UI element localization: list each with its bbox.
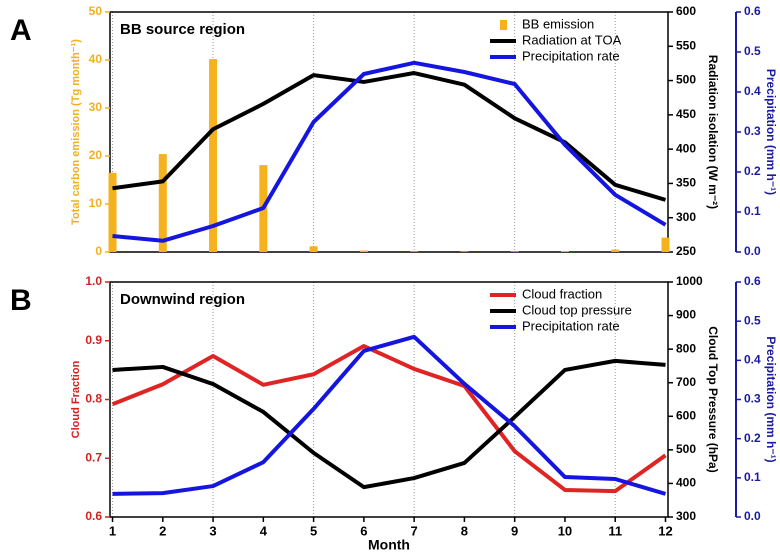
y-tick-label: 0.9 <box>85 333 102 347</box>
bar <box>611 249 620 252</box>
legend-label: Precipitation rate <box>522 48 620 63</box>
x-tick-label: 7 <box>411 523 418 538</box>
y2-tick-label: 500 <box>676 73 696 87</box>
line <box>112 358 666 490</box>
y-tick-label: 20 <box>89 148 103 162</box>
line <box>112 60 667 243</box>
plot-frame <box>109 11 669 253</box>
y2-tick-label: 350 <box>676 176 696 190</box>
y3-tick-label: 0.1 <box>744 470 761 484</box>
y3-tick-label: 0.1 <box>744 204 761 218</box>
line <box>112 334 667 496</box>
legend-label: Precipitation rate <box>522 318 620 333</box>
y-axis-title: Total carbon emission (Tg month⁻¹) <box>70 39 82 225</box>
y3-tick-label: 0.6 <box>744 274 761 288</box>
y-axis-title: Cloud Fraction <box>70 360 82 438</box>
y3-tick-label: 0.0 <box>744 244 761 258</box>
y2-tick-label: 700 <box>676 375 696 389</box>
line <box>112 71 667 202</box>
bar <box>661 237 670 252</box>
legend-label: Cloud top pressure <box>522 302 632 317</box>
legend-label: Cloud fraction <box>522 286 602 301</box>
y-tick-label: 0.8 <box>85 392 102 406</box>
y2-axis-title: Radiation isolation (W m⁻²) <box>706 55 720 209</box>
x-tick-label: 4 <box>260 523 268 538</box>
y3-axis-title: Precipitation (mm h⁻¹) <box>764 69 778 195</box>
x-axis-title: Month <box>368 537 410 553</box>
y2-tick-label: 900 <box>676 308 696 322</box>
y-tick-label: 1.0 <box>85 274 102 288</box>
y-tick-label: 40 <box>89 52 103 66</box>
panel-title: Downwind region <box>120 291 245 308</box>
y3-tick-label: 0.0 <box>744 509 761 523</box>
y3-tick-label: 0.2 <box>744 431 761 445</box>
line <box>111 344 667 494</box>
x-tick-label: 11 <box>608 523 622 538</box>
y2-tick-label: 600 <box>676 408 696 422</box>
y3-tick-label: 0.3 <box>744 392 761 406</box>
y-tick-label: 50 <box>89 4 103 18</box>
y2-tick-label: 800 <box>676 341 696 355</box>
y2-tick-label: 300 <box>676 509 696 523</box>
y2-tick-label: 1000 <box>676 274 703 288</box>
y2-tick-label: 500 <box>676 442 696 456</box>
y2-axis-title: Cloud Top Pressure (hPa) <box>706 326 720 472</box>
y3-tick-label: 0.5 <box>744 313 761 327</box>
y2-tick-label: 600 <box>676 4 696 18</box>
x-tick-label: 2 <box>159 523 166 538</box>
bar <box>209 59 218 252</box>
panel-label: A <box>10 14 32 47</box>
y3-tick-label: 0.4 <box>744 353 761 367</box>
x-tick-label: 8 <box>461 523 468 538</box>
y-tick-label: 0.7 <box>85 450 102 464</box>
bar <box>560 251 569 252</box>
y3-axis-title: Precipitation (mm h⁻¹) <box>764 336 778 462</box>
y3-tick-label: 0.2 <box>744 164 761 178</box>
bar <box>309 246 318 252</box>
x-tick-label: 3 <box>209 523 216 538</box>
y2-tick-label: 250 <box>676 244 696 258</box>
y-tick-label: 30 <box>89 100 103 114</box>
y-tick-label: 0.6 <box>85 509 102 523</box>
y2-tick-label: 300 <box>676 210 696 224</box>
y2-tick-label: 550 <box>676 38 696 52</box>
y-tick-label: 10 <box>89 196 103 210</box>
y2-tick-label: 400 <box>676 141 696 155</box>
bar <box>108 172 117 252</box>
bar <box>158 154 167 252</box>
y-tick-label: 0 <box>95 244 102 258</box>
y3-tick-label: 0.4 <box>744 84 761 98</box>
y2-tick-label: 400 <box>676 476 696 490</box>
y2-tick-label: 450 <box>676 107 696 121</box>
legend-marker <box>500 20 507 30</box>
y3-tick-label: 0.6 <box>744 4 761 18</box>
legend-label: BB emission <box>522 16 594 31</box>
x-tick-label: 10 <box>558 523 572 538</box>
bar <box>359 250 368 252</box>
x-tick-label: 6 <box>360 523 367 538</box>
y3-tick-label: 0.5 <box>744 44 761 58</box>
x-tick-label: 12 <box>658 523 672 538</box>
panel-title: BB source region <box>120 21 245 38</box>
x-tick-label: 9 <box>511 523 518 538</box>
x-tick-label: 1 <box>109 523 116 538</box>
x-tick-label: 5 <box>310 523 317 538</box>
panel-label: B <box>10 284 32 317</box>
y3-tick-label: 0.3 <box>744 124 761 138</box>
legend-label: Radiation at TOA <box>522 32 622 47</box>
